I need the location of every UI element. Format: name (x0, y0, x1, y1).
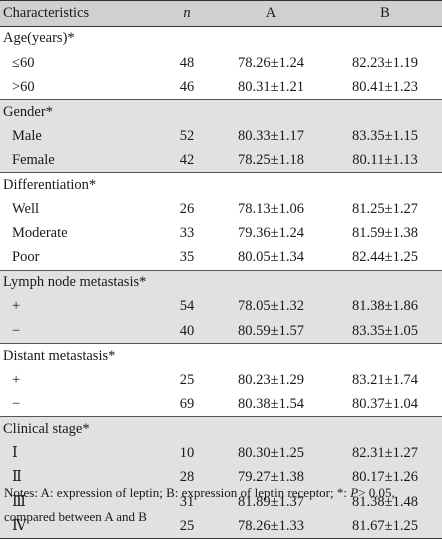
row-n: 31 (160, 489, 214, 515)
table-row: Male 52 80.33±1.17 83.35±1.15 (0, 124, 442, 149)
row-n: 48 (179, 54, 195, 71)
table-row: Ⅱ 28 79.27±1.38 80.17±1.26 (0, 465, 442, 490)
row-n: 69 (179, 395, 195, 412)
row-n: 35 (179, 249, 195, 266)
table-row: +54 78.05±1.32 81.38±1.86 (0, 294, 442, 320)
row-b: 82.31±1.27 (328, 441, 442, 466)
group-title: Gender* (0, 99, 442, 125)
row-a: 80.59±1.57 (214, 319, 328, 344)
row-a: 79.27±1.38 (214, 465, 328, 490)
row-b: 80.11±1.13 (328, 148, 442, 173)
row-n: 26 (179, 200, 195, 217)
row-label: Ⅲ (0, 489, 160, 515)
row-label: Ⅱ (0, 465, 160, 490)
row-a: 78.26±1.24 (238, 54, 304, 71)
row-b: 81.38±1.86 (328, 294, 442, 320)
row-a: 80.33±1.17 (214, 124, 328, 149)
row-n: 52 (160, 124, 214, 149)
row-n: 40 (160, 319, 214, 344)
row-a: 78.05±1.32 (214, 294, 328, 320)
notes-prefix: Notes: A: expression of leptin; B: expre… (4, 485, 351, 500)
group-title: Lymph node metastasis* (0, 269, 442, 295)
row-b: 83.21±1.74 (352, 371, 418, 388)
row-a: 80.31±1.21 (238, 78, 304, 95)
group-header-row: Age(years)* (0, 25, 442, 51)
row-b: 83.35±1.15 (328, 124, 442, 149)
table-notes: Notes: A: expression of leptin; B: expre… (4, 481, 440, 529)
table-row: − 69 80.38±1.54 80.37±1.04 (0, 392, 442, 416)
header-characteristics: Characteristics (0, 0, 160, 27)
row-label: Ⅰ (0, 441, 160, 466)
table-row: Female 42 78.25±1.18 80.11±1.13 (0, 148, 442, 173)
notes-suffix: > 0.05, compared between A and B (4, 485, 395, 524)
group-header-row: Lymph node metastasis* (0, 269, 442, 295)
row-n: 54 (160, 294, 214, 320)
row-n: 33 (179, 225, 195, 242)
table-row: >60 46 80.31±1.21 80.41±1.23 (0, 75, 442, 99)
row-b: 82.23±1.19 (352, 54, 418, 71)
table-row: Ⅲ 31 81.89±1.37 81.38±1.48 (0, 489, 442, 515)
row-n: 25 (179, 371, 195, 388)
group-header-row: Differentiation* (0, 172, 442, 198)
row-b: 81.25±1.27 (352, 200, 418, 217)
row-b: 80.17±1.26 (328, 465, 442, 490)
row-n: 28 (160, 465, 214, 490)
header-a: A (214, 0, 328, 27)
table-row: ≤60 48 78.26±1.24 82.23±1.19 (0, 51, 442, 75)
group-title: Distant metastasis* (0, 343, 442, 368)
row-label: ≤60 (12, 54, 35, 71)
row-a: 78.13±1.06 (238, 200, 304, 217)
table-row: Moderate 33 79.36±1.24 81.59±1.38 (0, 222, 442, 246)
row-b: 81.38±1.48 (328, 489, 442, 515)
row-b: 83.35±1.05 (328, 319, 442, 344)
row-label: + (12, 371, 21, 388)
table-row: Ⅰ 10 80.30±1.25 82.31±1.27 (0, 441, 442, 466)
group-title: Clinical stage* (0, 416, 442, 442)
row-a: 80.05±1.34 (238, 249, 304, 266)
row-label: Female (0, 148, 160, 173)
row-label: Moderate (12, 225, 68, 242)
row-n: 10 (160, 441, 214, 466)
group-header-row: Distant metastasis* (0, 343, 442, 368)
header-n: n (160, 0, 214, 27)
row-b: 80.41±1.23 (352, 78, 418, 95)
row-n: 42 (160, 148, 214, 173)
row-a: 81.89±1.37 (214, 489, 328, 515)
row-b: 81.59±1.38 (352, 225, 418, 242)
row-label: − (12, 395, 21, 412)
header-b: B (328, 0, 442, 27)
row-n: 46 (179, 78, 195, 95)
row-a: 80.30±1.25 (214, 441, 328, 466)
row-b: 82.44±1.25 (352, 249, 418, 266)
table-row: Poor 35 80.05±1.34 82.44±1.25 (0, 246, 442, 270)
row-b: 80.37±1.04 (352, 395, 418, 412)
row-label: >60 (12, 78, 35, 95)
row-a: 80.23±1.29 (238, 371, 304, 388)
table-row: +25 80.23±1.29 83.21±1.74 (0, 368, 442, 392)
header-row: Characteristics n A B (0, 0, 442, 27)
group-title: Age(years)* (0, 25, 442, 51)
row-label: Poor (12, 249, 40, 266)
table-row: Well 26 78.13±1.06 81.25±1.27 (0, 197, 442, 221)
row-a: 80.38±1.54 (238, 395, 304, 412)
row-label: − (0, 319, 160, 344)
row-label: + (0, 294, 160, 320)
group-header-row: Clinical stage* (0, 416, 442, 442)
table-row: −40 80.59±1.57 83.35±1.05 (0, 319, 442, 344)
row-label: Male (0, 124, 160, 149)
group-title: Differentiation* (0, 172, 442, 198)
row-a: 79.36±1.24 (238, 225, 304, 242)
row-label: Well (12, 200, 40, 217)
notes-p-symbol: P (350, 485, 359, 500)
group-header-row: Gender* (0, 99, 442, 125)
row-a: 78.25±1.18 (214, 148, 328, 173)
table-body: Age(years)* ≤60 48 78.26±1.24 82.23±1.19 >60 4… (0, 25, 442, 539)
